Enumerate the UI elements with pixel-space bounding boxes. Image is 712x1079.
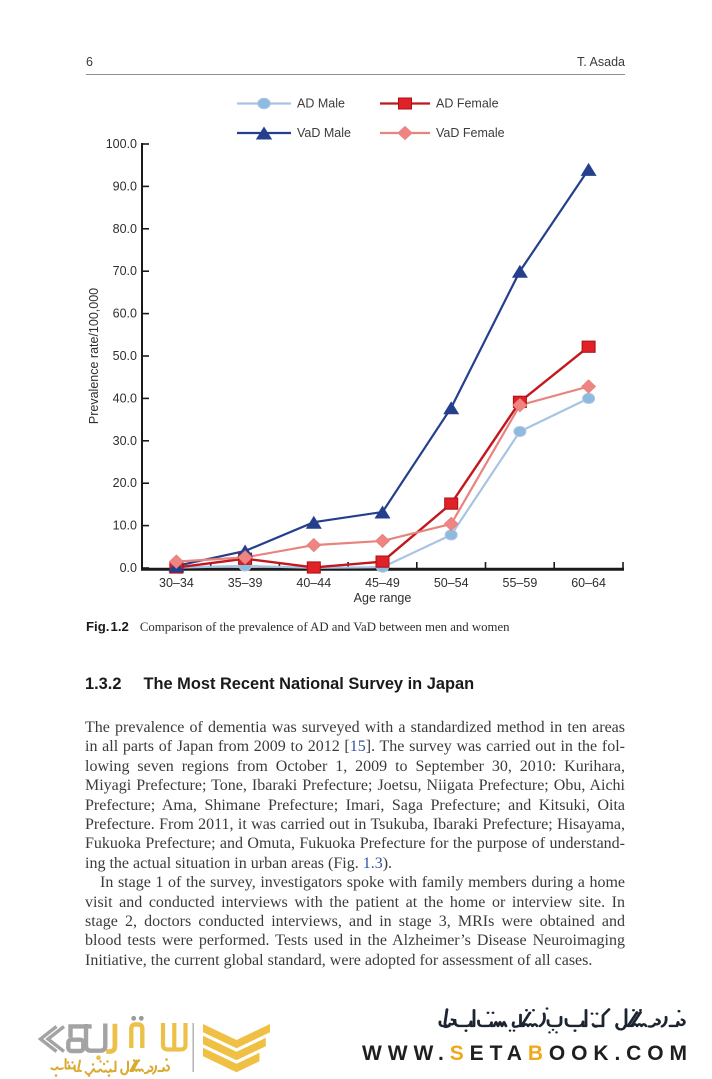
svg-text:100.0: 100.0: [106, 137, 137, 151]
svg-text:70.0: 70.0: [113, 264, 137, 278]
svg-text:55–59: 55–59: [503, 576, 538, 590]
svg-text:50–54: 50–54: [434, 576, 469, 590]
svg-text:60–64: 60–64: [571, 576, 606, 590]
svg-text:AD Male: AD Male: [297, 97, 345, 111]
svg-text:VaD Female: VaD Female: [436, 126, 505, 140]
svg-text:60.0: 60.0: [113, 307, 137, 321]
svg-text:VaD Male: VaD Male: [297, 126, 351, 140]
svg-text:30–34: 30–34: [159, 576, 194, 590]
svg-text:Prevalence rate/100,000: Prevalence rate/100,000: [87, 288, 101, 424]
svg-text:10.0: 10.0: [113, 519, 137, 533]
svg-text:40–44: 40–44: [296, 576, 331, 590]
svg-text:80.0: 80.0: [113, 222, 137, 236]
svg-text:30.0: 30.0: [113, 434, 137, 448]
svg-text:45–49: 45–49: [365, 576, 400, 590]
svg-text:90.0: 90.0: [113, 179, 137, 193]
svg-text:AD Female: AD Female: [436, 97, 499, 111]
svg-text:35–39: 35–39: [228, 576, 263, 590]
svg-text:20.0: 20.0: [113, 476, 137, 490]
svg-text:Age range: Age range: [354, 591, 412, 605]
svg-text:0.0: 0.0: [120, 561, 137, 575]
svg-text:40.0: 40.0: [113, 391, 137, 405]
svg-text:50.0: 50.0: [113, 349, 137, 363]
